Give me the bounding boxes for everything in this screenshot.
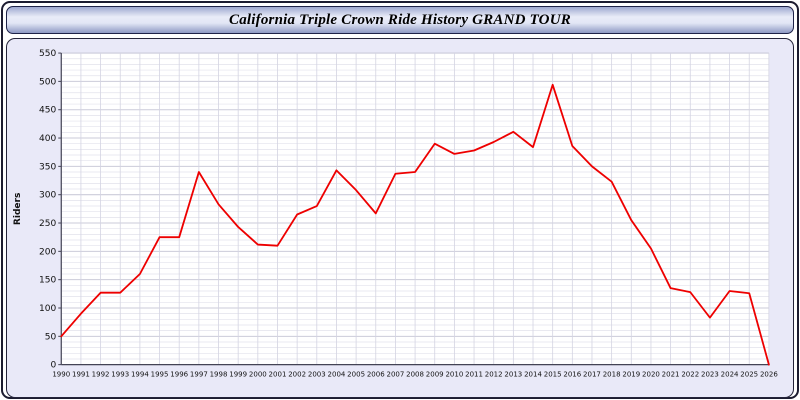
x-tick-label: 2010 [445,370,463,379]
x-tick-label: 1992 [92,370,110,379]
x-tick-label: 2025 [740,370,758,379]
y-tick-label: 100 [39,304,56,314]
chart-panel: 0 50 100 150 200 250 300 350 400 450 500 550 1990 199… [6,38,794,398]
x-tick-label: 2026 [760,370,778,379]
x-tick-labels: 1990 1991 1992 1993 1994 1995 1996 1997 1998 1999… [52,370,778,379]
y-tick-label: 350 [39,162,56,172]
x-tick-label: 1996 [170,370,188,379]
y-tick-label: 250 [39,219,56,229]
y-tick-label: 200 [39,247,56,257]
x-tick-label: 1991 [72,370,90,379]
grid [60,52,770,366]
y-tick-label: 150 [39,276,56,286]
x-tick-label: 1995 [151,370,169,379]
x-tick-label: 1994 [131,370,149,379]
title-bar: California Triple Crown Ride History GRA… [6,6,794,34]
x-tick-label: 1999 [229,370,247,379]
x-tick-label: 2018 [603,370,621,379]
x-tick-label: 2017 [583,370,601,379]
x-tick-label: 2012 [485,370,503,379]
riders-series-line [60,83,770,366]
y-tick-labels: 0 50 100 150 200 250 300 350 400 450 500 550 [39,49,62,371]
y-tick-label: 300 [39,191,56,201]
x-tick-label: 1993 [111,370,129,379]
x-tick-label: 2007 [386,370,404,379]
x-tick-label: 2003 [308,370,326,379]
y-tick-label: 500 [39,77,56,87]
y-tick-label: 400 [39,134,56,144]
y-tick-label: 550 [39,49,56,59]
x-tick-label: 2011 [465,370,483,379]
x-tick-label: 2004 [328,370,346,379]
x-tick-label: 2008 [406,370,424,379]
x-tick-label: 2002 [288,370,306,379]
x-tick-label: 2013 [504,370,522,379]
x-tick-label: 2000 [249,370,267,379]
x-tick-label: 2006 [367,370,385,379]
x-tick-label: 2014 [524,370,542,379]
x-tick-label: 2023 [701,370,719,379]
chart-title: California Triple Crown Ride History GRA… [229,11,571,28]
y-tick-label: 450 [39,106,56,116]
x-tick-label: 2016 [563,370,581,379]
x-tick-label: 1997 [190,370,208,379]
x-tick-label: 2009 [426,370,444,379]
y-tick-label: 0 [50,361,56,371]
x-tick-label: 1990 [52,370,70,379]
x-tick-label: 2015 [544,370,562,379]
x-tick-label: 1998 [210,370,228,379]
x-tick-label: 2021 [662,370,680,379]
x-tick-label: 2022 [681,370,699,379]
x-tick-label: 2020 [642,370,660,379]
x-tick-label: 2005 [347,370,365,379]
y-axis-title: Riders [13,193,23,225]
x-tick-label: 2024 [721,370,739,379]
x-tick-label: 2019 [622,370,640,379]
axes [60,53,769,366]
y-tick-label: 50 [45,332,57,342]
x-tick-label: 2001 [269,370,287,379]
